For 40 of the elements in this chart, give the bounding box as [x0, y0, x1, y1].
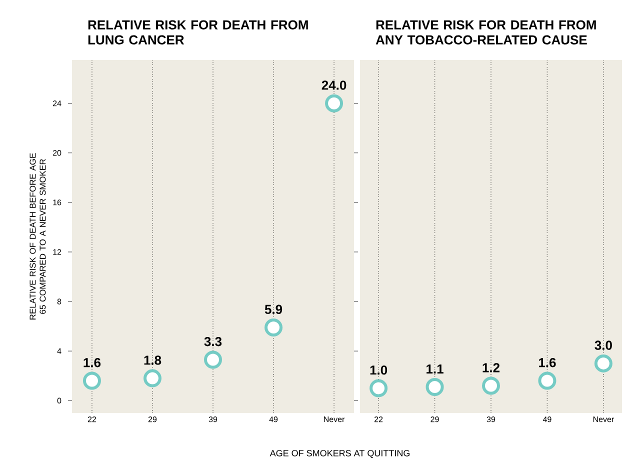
x-tick-label: 22 [88, 416, 96, 422]
data-label: 24.0 [322, 80, 346, 90]
data-label: 1.1 [426, 364, 444, 374]
x-tick-label: Never [593, 416, 614, 422]
y-tick-label: 4 [57, 348, 62, 354]
data-label: 3.3 [204, 336, 222, 346]
x-tick-label: 49 [269, 416, 278, 422]
x-tick-label: 22 [374, 416, 383, 422]
data-label: 1.6 [539, 358, 556, 368]
y-tick-label: 12 [53, 249, 62, 255]
point [143, 369, 162, 388]
data-label: 1.0 [370, 365, 388, 375]
data-label: 5.9 [264, 304, 282, 314]
x-tick-label: 39 [208, 416, 218, 422]
point [82, 372, 101, 390]
y-tick-label: 16 [53, 200, 62, 206]
data-label: 1.6 [84, 358, 101, 368]
y-tick-label: 24 [52, 100, 62, 106]
y-tick-label: 20 [52, 150, 62, 156]
x-tick-label: 29 [430, 416, 439, 422]
point [264, 318, 283, 337]
point [538, 372, 556, 390]
point [426, 378, 444, 396]
chart-title: RELATIVE RISK FOR DEATH FROM LUNG CANCER [88, 20, 308, 44]
x-tick-label: 49 [542, 416, 552, 422]
x-tick-label: 29 [148, 416, 157, 422]
point [325, 94, 344, 112]
y-axis-title: RELATIVE RISK OF DEATH BEFORE AGE 65 COMPARED TO A NEVER SMOKER [30, 153, 46, 320]
x-tick-label: Never [324, 416, 345, 422]
y-tick-label: 0 [57, 398, 62, 404]
x-axis-title: AGE OF SMOKERS AT QUITTING [270, 450, 410, 458]
point [204, 350, 222, 369]
data-label: 1.8 [144, 356, 162, 365]
chart-title: RELATIVE RISK FOR DEATH FROM ANY TOBACCO-RELATED CAUSE [376, 20, 596, 44]
y-tick-label: 8 [57, 298, 62, 304]
point [370, 379, 388, 398]
data-label: 1.2 [482, 363, 500, 372]
data-label: 3.0 [594, 340, 612, 350]
x-tick-label: 39 [486, 416, 496, 422]
point [482, 376, 500, 395]
